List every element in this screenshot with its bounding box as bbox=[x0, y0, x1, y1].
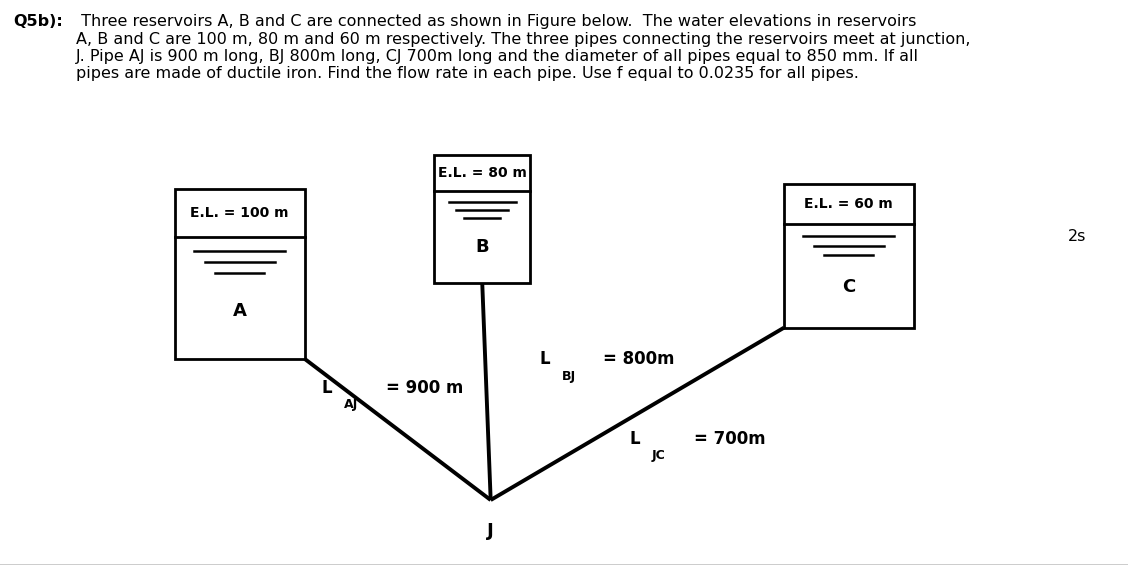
Text: Q5b):: Q5b): bbox=[14, 14, 63, 29]
Text: E.L. = 60 m: E.L. = 60 m bbox=[804, 197, 893, 211]
Text: = 900 m: = 900 m bbox=[386, 379, 464, 397]
Text: AJ: AJ bbox=[344, 398, 359, 411]
Text: BJ: BJ bbox=[562, 370, 576, 383]
Text: 2s: 2s bbox=[1068, 229, 1086, 244]
Text: = 800m: = 800m bbox=[603, 350, 675, 368]
Text: L: L bbox=[321, 379, 332, 397]
Bar bbox=[784, 184, 914, 328]
Text: C: C bbox=[843, 279, 855, 297]
Bar bbox=[175, 189, 305, 359]
Text: Three reservoirs A, B and C are connected as shown in Figure below.  The water e: Three reservoirs A, B and C are connecte… bbox=[76, 14, 970, 81]
Text: = 700m: = 700m bbox=[694, 429, 765, 447]
Text: L: L bbox=[539, 350, 549, 368]
Text: L: L bbox=[629, 429, 640, 447]
Bar bbox=[434, 155, 530, 282]
Text: E.L. = 100 m: E.L. = 100 m bbox=[191, 206, 289, 220]
Text: E.L. = 80 m: E.L. = 80 m bbox=[438, 166, 527, 180]
Text: B: B bbox=[475, 238, 490, 256]
Text: JC: JC bbox=[652, 449, 666, 462]
Text: J: J bbox=[487, 522, 494, 540]
Text: A: A bbox=[232, 302, 247, 320]
